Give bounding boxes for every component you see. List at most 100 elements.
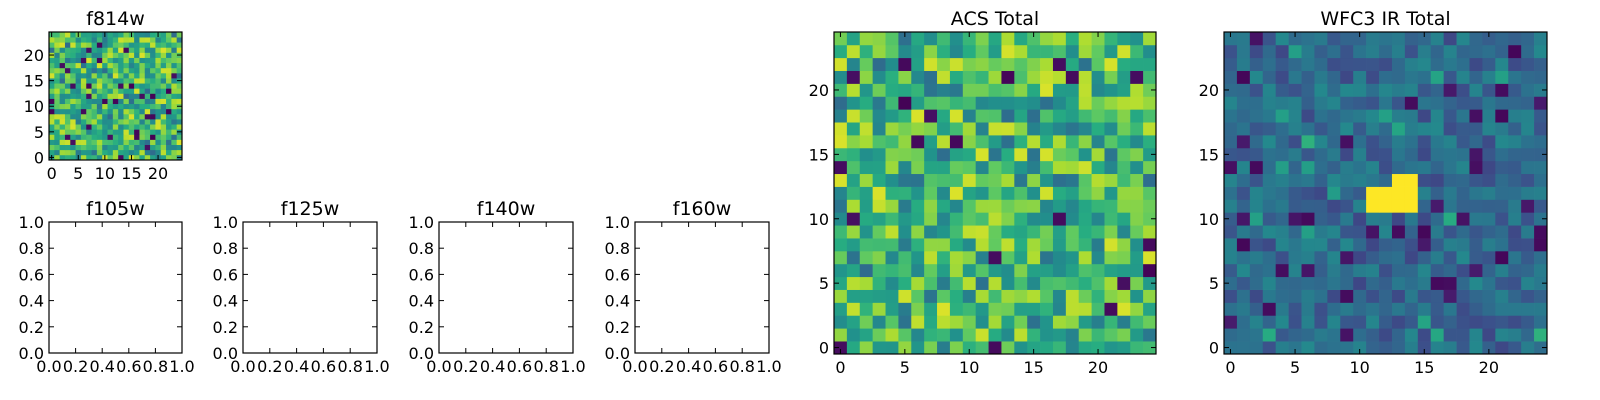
heatmap-cell <box>1495 315 1509 329</box>
heatmap-cell <box>1040 44 1054 59</box>
heatmap-cell <box>1495 263 1509 278</box>
heatmap-cell <box>155 42 162 48</box>
heatmap-cell <box>1495 160 1509 175</box>
heatmap-cell <box>1353 122 1367 136</box>
heatmap-cell <box>59 154 66 161</box>
heatmap-cell <box>86 37 92 43</box>
heatmap-cell <box>1052 212 1067 226</box>
heatmap-cell <box>885 57 899 71</box>
heatmap-cell <box>1104 147 1118 162</box>
y-tick-label: 10 <box>809 210 829 229</box>
heatmap-cell <box>49 62 55 69</box>
heatmap-cell <box>75 98 82 105</box>
heatmap-cell <box>54 47 60 53</box>
heatmap-cell <box>1130 32 1144 46</box>
heatmap-cell <box>1040 122 1054 136</box>
heatmap-cell <box>80 119 87 125</box>
heatmap-cell <box>846 122 861 136</box>
heatmap-cell <box>1014 135 1028 149</box>
heatmap-cell <box>1366 96 1380 110</box>
heatmap-cell <box>846 83 861 97</box>
heatmap-cell <box>1014 263 1028 278</box>
heatmap-cell <box>1430 44 1444 59</box>
heatmap-cell <box>1040 289 1054 303</box>
heatmap-cell <box>937 109 951 123</box>
heatmap-cell <box>160 88 167 94</box>
heatmap-cell <box>937 238 951 252</box>
heatmap-cell <box>150 98 156 105</box>
heatmap-cell <box>885 302 899 316</box>
heatmap-cell <box>64 129 71 135</box>
heatmap-cell <box>128 88 135 94</box>
heatmap-cell <box>123 57 130 64</box>
heatmap-cell <box>872 289 886 303</box>
heatmap-cell <box>1443 315 1457 329</box>
heatmap-cell <box>139 129 146 135</box>
heatmap-cell <box>1430 147 1444 162</box>
heatmap-cell <box>1430 315 1444 329</box>
heatmap-cell <box>1508 225 1522 239</box>
heatmap-cell <box>1065 83 1080 97</box>
heatmap-cell <box>1275 186 1289 200</box>
heatmap-cell <box>898 32 912 46</box>
panel-f125w: f125w 0.0 0.2 0.4 0.6 0.8 1.0 0.00.20.40.60.8… <box>213 198 390 376</box>
x-tick-label: 10 <box>1349 358 1369 377</box>
heatmap-cell <box>859 276 873 290</box>
heatmap-cell <box>924 109 938 123</box>
heatmap-cell <box>1130 109 1144 123</box>
heatmap-cell <box>924 135 938 149</box>
heatmap-cell <box>1314 238 1328 252</box>
heatmap-cell <box>1301 250 1315 265</box>
heatmap-cell <box>171 139 178 145</box>
heatmap-cell <box>949 250 964 265</box>
x-tick-label: 10 <box>95 164 115 183</box>
heatmap-cell <box>54 42 60 48</box>
heatmap-cell <box>171 154 178 161</box>
heatmap-cell <box>1379 341 1393 355</box>
heatmap-cell <box>975 44 989 59</box>
heatmap-cell <box>1404 57 1419 71</box>
heatmap-cell <box>1340 109 1354 123</box>
heatmap-cell <box>1482 173 1496 187</box>
heatmap-cell <box>1065 44 1080 59</box>
heatmap-cell <box>1495 147 1509 162</box>
heatmap-cell <box>91 83 98 89</box>
heatmap-cell <box>1288 341 1302 355</box>
heatmap-cell <box>96 62 103 69</box>
heatmap-cell <box>1236 238 1251 252</box>
heatmap-cell <box>859 122 873 136</box>
heatmap-cell <box>1521 276 1535 290</box>
heatmap-cell <box>128 129 135 135</box>
heatmap-cell <box>1430 135 1444 149</box>
heatmap-cell <box>134 144 140 151</box>
heatmap-cell <box>107 88 114 94</box>
heatmap-cell <box>75 57 82 64</box>
heatmap-cell <box>1091 173 1105 187</box>
heatmap-cell <box>80 108 87 115</box>
heatmap-cell <box>1314 289 1328 303</box>
heatmap-cell <box>1366 328 1380 342</box>
heatmap-cell <box>118 93 124 99</box>
heatmap-cell <box>1065 160 1080 175</box>
heatmap-cell <box>123 72 130 79</box>
heatmap-cell <box>1014 44 1028 59</box>
heatmap-cell <box>1534 289 1548 303</box>
heatmap-cell <box>1521 263 1535 278</box>
y-tick-label: 10 <box>1199 210 1219 229</box>
heatmap-cell <box>134 32 140 38</box>
heatmap-cell <box>86 98 92 105</box>
heatmap-cell <box>1052 96 1067 110</box>
heatmap-cell <box>1314 186 1328 200</box>
heatmap-cell <box>86 124 92 130</box>
heatmap-cell <box>1404 250 1419 265</box>
heatmap-cell <box>1379 212 1393 226</box>
heatmap-cell <box>123 47 130 53</box>
heatmap-cell <box>139 67 146 74</box>
heatmap-cell <box>1417 122 1432 136</box>
heatmap-cell <box>171 88 178 94</box>
heatmap-cell <box>1288 57 1302 71</box>
heatmap-cell <box>834 238 848 252</box>
heatmap-cell <box>834 32 848 46</box>
heatmap-cell <box>49 139 55 145</box>
heatmap-cell <box>112 37 119 43</box>
